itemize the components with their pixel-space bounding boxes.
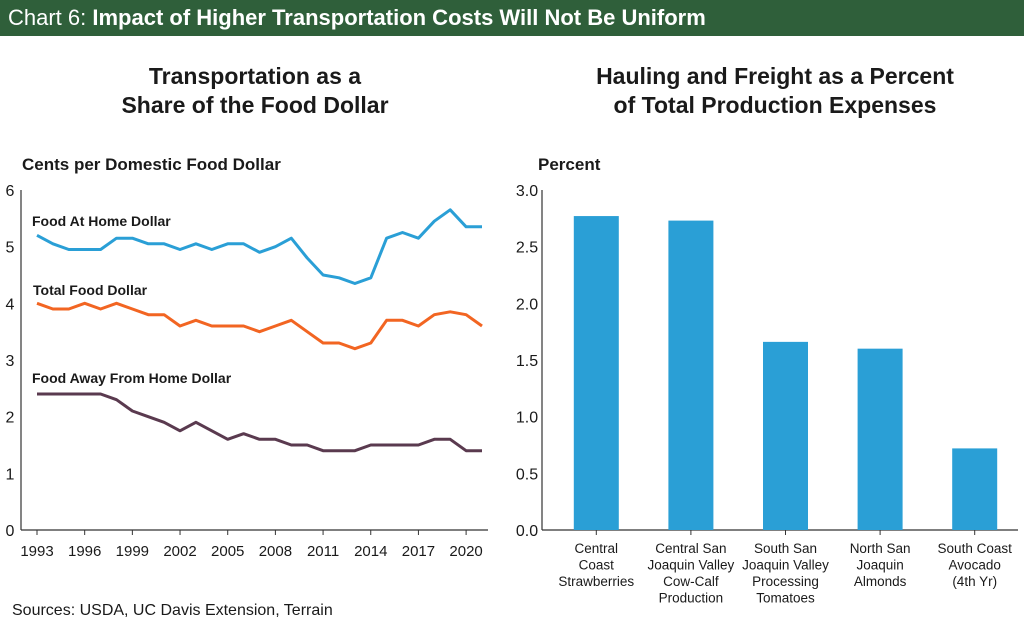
x-tick-label: 2020 (449, 543, 482, 560)
x-tick-label: 1993 (20, 543, 53, 560)
right-chart-title: Hauling and Freight as a Percent of Tota… (530, 62, 1020, 120)
category-label-line: (4th Yr) (952, 574, 997, 589)
y-tick-label: 1 (6, 466, 15, 483)
y-tick-label: 1.5 (516, 353, 538, 370)
left-chart-title-line: Transportation as a (148, 63, 362, 89)
category-label-line: Processing (752, 574, 819, 589)
category-label: Central San Joaquin Valley Cow-Calf Product… (647, 541, 734, 606)
category-label-line: Production (659, 591, 724, 606)
category-label-line: Central (575, 541, 619, 556)
y-tick-label: 2.5 (516, 240, 538, 257)
series-line (36, 208, 482, 285)
bar (763, 341, 808, 530)
y-tick-label: 0.0 (516, 523, 538, 540)
category-label-line: South San (754, 541, 817, 556)
right-chart-title-line: of Total Production Expenses (613, 92, 937, 118)
bar (668, 220, 714, 530)
category-label: North San Joaquin Almonds (850, 541, 911, 589)
bar (857, 348, 903, 530)
right-y-axis-title: Percent (538, 155, 601, 174)
category-label-line: South Coast (938, 541, 1013, 556)
series-label: Food At Home Dollar (32, 213, 171, 229)
category-label-line: Avocado (949, 558, 1001, 573)
x-tick-label: 2017 (402, 543, 435, 560)
bar (952, 448, 998, 530)
y-tick-label: 2 (6, 410, 15, 427)
y-tick-label: 0 (6, 523, 15, 540)
x-tick-label: 2014 (354, 543, 387, 560)
left-chart-title-line: Share of the Food Dollar (121, 92, 389, 118)
left-chart-title: Transportation as a Share of the Food Do… (40, 62, 470, 120)
x-tick-label: 2008 (259, 543, 292, 560)
y-tick-label: 1.0 (516, 410, 538, 427)
x-tick-label: 2002 (163, 543, 196, 560)
y-tick-label: 4 (6, 296, 15, 313)
y-tick-label: 3.0 (516, 183, 538, 200)
banner-prefix: Chart 6: (8, 5, 93, 30)
right-chart-title-line: Hauling and Freight as a Percent (596, 63, 954, 89)
category-label-line: Cow-Calf (663, 574, 719, 589)
category-label-line: Joaquin Valley (742, 558, 829, 573)
y-tick-label: 3 (6, 353, 15, 370)
category-label: South Coast Avocado (4th Yr) (938, 541, 1013, 589)
series-line (36, 301, 483, 351)
source-note: Sources: USDA, UC Davis Extension, Terra… (12, 602, 333, 619)
y-tick-label: 5 (6, 240, 15, 257)
category-label-line: Almonds (854, 574, 907, 589)
banner-title: Impact of Higher Transportation Costs Wi… (92, 5, 706, 30)
category-label-line: Joaquin Valley (647, 558, 734, 573)
bar-chart: 0.0 0.5 1.0 1.5 2.0 2.5 3.0 Central Coast Strawbe… (516, 183, 1018, 606)
category-label-line: Tomatoes (756, 591, 815, 606)
left-y-axis-title: Cents per Domestic Food Dollar (22, 155, 281, 174)
chart-banner: Chart 6: Impact of Higher Transportation… (0, 0, 1024, 36)
series-label: Food Away From Home Dollar (32, 370, 232, 386)
line-chart: 0 1 2 3 4 5 6 1993 1996 1999 2002 2005 2008 2011 2014 2… (6, 183, 488, 560)
y-tick-label: 2.0 (516, 296, 538, 313)
bar (573, 216, 619, 531)
series-line (37, 392, 482, 453)
category-label-line: Central San (655, 541, 726, 556)
category-label-line: Coast (579, 558, 615, 573)
x-tick-label: 2005 (211, 543, 244, 560)
category-label-line: Joaquin (856, 558, 903, 573)
category-label-line: Strawberries (558, 574, 634, 589)
y-tick-label: 0.5 (516, 466, 538, 483)
x-tick-label: 1999 (116, 543, 149, 560)
category-label-line: North San (850, 541, 911, 556)
y-tick-label: 6 (6, 183, 15, 200)
series-label: Total Food Dollar (33, 282, 148, 298)
x-tick-label: 2011 (307, 543, 339, 560)
x-tick-label: 1996 (68, 543, 101, 560)
category-label: Central Coast Strawberries (558, 541, 634, 589)
category-label: South San Joaquin Valley Processing Tomatoe… (742, 541, 829, 606)
